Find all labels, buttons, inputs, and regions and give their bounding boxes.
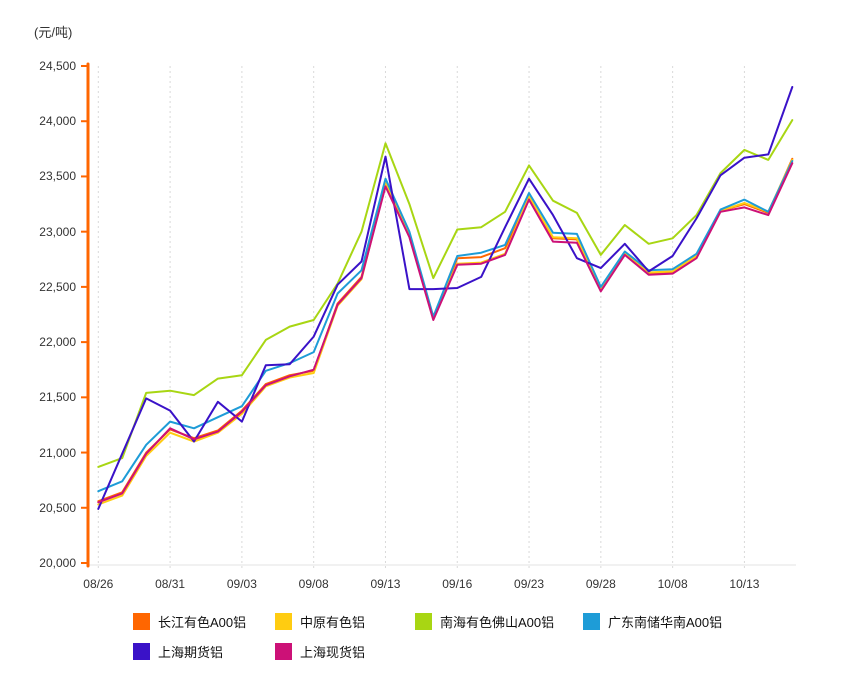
y-axis-tick-label: 20,000	[39, 556, 76, 570]
y-axis-tick-label: 21,500	[39, 390, 76, 405]
legend-swatch-guangdong-nanchu-a00	[583, 613, 600, 630]
legend-item-zhongyuan[interactable]: 中原有色铝	[275, 612, 415, 631]
x-axis-tick-label: 08/31	[155, 577, 186, 591]
x-axis-tick-label: 09/03	[226, 577, 257, 591]
y-axis-tick-label: 23,500	[39, 169, 76, 184]
y-axis-tick-label: 24,500	[39, 59, 76, 73]
x-axis-tick-label: 09/23	[514, 577, 545, 591]
price-trend-chart	[81, 62, 796, 571]
y-axis-tick-label: 21,000	[39, 445, 76, 460]
legend-swatch-shanghai-xianhuo	[275, 643, 292, 660]
legend-label-guangdong-nanchu-a00: 广东南储华南A00铝	[608, 615, 723, 630]
series-line-shanghai-xianhuo	[97, 162, 794, 504]
legend-item-changjiang-a00[interactable]: 长江有色A00铝	[133, 612, 275, 631]
legend-item-nanhai-foshan-a00[interactable]: 南海有色佛山A00铝	[415, 612, 583, 631]
x-axis-tick-label: 08/26	[83, 577, 114, 591]
series-line-nanhai-foshan-a00	[97, 119, 794, 468]
chart-legend: 长江有色A00铝 中原有色铝 南海有色佛山A00铝 广东南储华南A00铝 上海期货铝 上海…	[133, 612, 722, 672]
legend-swatch-shanghai-qihuo	[133, 643, 150, 660]
legend-row: 上海期货铝 上海现货铝	[133, 642, 722, 661]
series-line-changjiang-a00	[97, 157, 794, 503]
series-line-shanghai-qihuo	[97, 86, 794, 510]
legend-label-shanghai-qihuo: 上海期货铝	[158, 645, 224, 660]
legend-swatch-nanhai-foshan-a00	[415, 613, 432, 630]
x-axis-tick-label: 09/08	[298, 577, 329, 591]
y-axis-tick-label: 22,000	[39, 335, 76, 350]
legend-item-shanghai-xianhuo[interactable]: 上海现货铝	[275, 642, 415, 661]
legend-item-guangdong-nanchu-a00[interactable]: 广东南储华南A00铝	[583, 612, 722, 631]
legend-label-nanhai-foshan-a00: 南海有色佛山A00铝	[440, 615, 555, 630]
y-axis-tick-label: 22,500	[39, 279, 76, 294]
series-line-zhongyuan	[97, 158, 794, 506]
legend-label-zhongyuan: 中原有色铝	[300, 615, 366, 630]
legend-swatch-changjiang-a00	[133, 613, 150, 630]
series-line-guangdong-nanchu-a00	[97, 160, 794, 493]
legend-label-shanghai-xianhuo: 上海现货铝	[300, 645, 366, 660]
y-axis-tick-label: 24,000	[39, 114, 76, 129]
y-axis-tick-label: 23,000	[39, 224, 76, 239]
legend-swatch-zhongyuan	[275, 613, 292, 630]
x-axis-tick-label: 09/16	[442, 577, 473, 591]
y-axis-unit-label: (元/吨)	[34, 25, 73, 40]
y-axis-tick-label: 20,500	[39, 500, 76, 515]
legend-row: 长江有色A00铝 中原有色铝 南海有色佛山A00铝 广东南储华南A00铝	[133, 612, 722, 631]
x-axis-tick-label: 09/13	[370, 577, 401, 591]
legend-item-shanghai-qihuo[interactable]: 上海期货铝	[133, 642, 275, 661]
x-axis-tick-label: 09/28	[585, 577, 616, 591]
legend-label-changjiang-a00: 长江有色A00铝	[158, 615, 247, 630]
x-axis-tick-label: 10/13	[729, 577, 760, 591]
x-axis-tick-label: 10/08	[657, 577, 688, 591]
